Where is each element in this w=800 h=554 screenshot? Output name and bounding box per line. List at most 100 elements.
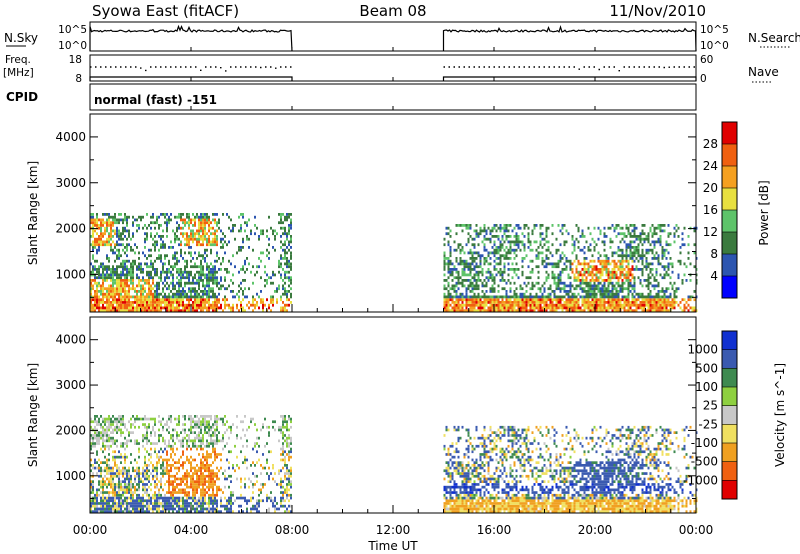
vel-cells-cell-12 bbox=[90, 469, 92, 473]
power-cells-cell-2271 bbox=[501, 235, 504, 238]
power-cells-cell-1898 bbox=[459, 224, 462, 227]
power-cells-cell-65 bbox=[94, 243, 96, 247]
power-cells-cell-2272 bbox=[501, 226, 504, 230]
vel-cells-cell-619 bbox=[146, 466, 148, 470]
power-cells-cell-196 bbox=[106, 279, 108, 282]
vel-cells-cell-218 bbox=[108, 464, 110, 467]
power-cells-cell-2904 bbox=[585, 240, 588, 244]
power-cells-cell-1175 bbox=[200, 301, 202, 304]
power-cells-cell-2993 bbox=[595, 270, 598, 274]
power-cells-cell-605 bbox=[142, 270, 144, 274]
power-cells-cell-1866 bbox=[455, 232, 458, 236]
vel-cells-cell-190 bbox=[106, 469, 108, 473]
vel-cells-cell-460 bbox=[130, 510, 132, 513]
power-cells-cell-2310 bbox=[507, 309, 510, 313]
power-cells-cell-622 bbox=[144, 246, 146, 249]
power-cells-cell-3564 bbox=[657, 301, 660, 304]
power-cells-cell-1907 bbox=[461, 281, 464, 285]
power-cells-cell-3432 bbox=[641, 259, 644, 263]
vel-cells-cell-437 bbox=[126, 444, 128, 448]
power-cells-cell-986 bbox=[182, 287, 184, 291]
power-cells-cell-3304 bbox=[627, 259, 630, 263]
vel-cells-cell-1118 bbox=[196, 425, 198, 429]
power-cells-cell-357 bbox=[118, 251, 120, 255]
power-cells-cell-909 bbox=[174, 215, 176, 219]
power-cells-cell-77 bbox=[96, 292, 98, 296]
power-cells-cell-2742 bbox=[565, 265, 568, 269]
power-cells-cell-3643 bbox=[665, 240, 668, 244]
power-cells-cell-1745 bbox=[290, 251, 292, 255]
power-cells-cell-175 bbox=[104, 279, 106, 282]
power-cells-cell-2952 bbox=[591, 279, 594, 282]
power-cells-cell-1997 bbox=[471, 281, 474, 285]
power-cells-cell-3574 bbox=[657, 254, 660, 258]
power-cells-cell-598 bbox=[142, 295, 144, 299]
power-cells-cell-3542 bbox=[653, 229, 656, 233]
vel-cells-cell-520 bbox=[136, 488, 138, 492]
vel-cells-cell-1078 bbox=[194, 499, 196, 503]
power-cells-cell-3 bbox=[90, 301, 92, 304]
power-cells-cell-2040 bbox=[475, 262, 478, 266]
vel-cells-cell-27 bbox=[92, 499, 94, 503]
power-cells-cell-3671 bbox=[671, 306, 674, 310]
power-cells-cell-694 bbox=[152, 292, 154, 296]
power-cells-cell-2995 bbox=[595, 265, 598, 269]
power-cells-cell-88 bbox=[96, 243, 98, 247]
power-cells-cell-2480 bbox=[529, 295, 532, 299]
power-cells-cell-2579 bbox=[543, 287, 546, 291]
vel-cells-cell-861 bbox=[172, 499, 174, 503]
power-cells-cell-1740 bbox=[290, 268, 292, 271]
power-cells-cell-1595 bbox=[268, 306, 270, 310]
power-cells-cell-2980 bbox=[593, 226, 596, 230]
power-cells-cell-2501 bbox=[531, 248, 534, 252]
power-cells-cell-2730 bbox=[563, 243, 566, 247]
power-cells-cell-379 bbox=[120, 276, 122, 280]
power-cells-cell-2967 bbox=[593, 292, 596, 296]
power-cells-cell-1573 bbox=[262, 309, 264, 313]
power-cells-cell-1277 bbox=[208, 306, 210, 310]
power-cells-cell-2268 bbox=[501, 246, 504, 249]
vel-cells-cell-1036 bbox=[190, 480, 192, 483]
power-cells-cell-2627 bbox=[549, 262, 552, 266]
power-cells-cell-2021 bbox=[473, 259, 476, 263]
power-cells-cell-1039 bbox=[188, 306, 190, 310]
power-cells-cell-2819 bbox=[575, 257, 578, 260]
vel-cells-cell-502 bbox=[134, 485, 136, 489]
power-cells-cell-1800 bbox=[447, 265, 450, 269]
power-cells-cell-2875 bbox=[583, 290, 586, 293]
power-cells-cell-1098 bbox=[192, 232, 194, 236]
power-cells-cell-2631 bbox=[551, 303, 554, 307]
power-cells-cell-2442 bbox=[523, 281, 526, 285]
power-cells-cell-319 bbox=[116, 290, 118, 293]
power-cells-cell-1384 bbox=[216, 235, 218, 238]
power-cells-cell-376 bbox=[120, 284, 122, 288]
power-cells-cell-1294 bbox=[208, 240, 210, 244]
power-cells-cell-1701 bbox=[286, 270, 288, 274]
power-cells-cell-1942 bbox=[465, 273, 468, 277]
power-cells-cell-446 bbox=[126, 298, 128, 302]
vel-cells-cell-735 bbox=[158, 434, 160, 437]
power-cells-cell-1570 bbox=[260, 251, 262, 255]
power-cells-cell-1326 bbox=[212, 292, 214, 296]
power-cells-cell-562 bbox=[138, 295, 140, 299]
vel-cells-cell-235 bbox=[110, 499, 112, 503]
vel-cells-cell-1049 bbox=[190, 423, 192, 426]
power-cells-cell-169 bbox=[104, 309, 106, 313]
power-cells-cell-1014 bbox=[184, 224, 186, 227]
power-cells-cell-624 bbox=[144, 237, 146, 241]
power-cells-cell-159 bbox=[102, 265, 104, 269]
power-cells-cell-644 bbox=[146, 226, 148, 230]
power-cells-cell-837 bbox=[166, 221, 168, 225]
power-cells-cell-1230 bbox=[204, 298, 206, 302]
power-cells-cell-1765 bbox=[443, 273, 446, 277]
power-cells-cell-3403 bbox=[637, 243, 640, 247]
power-cells-cell-3591 bbox=[659, 235, 662, 238]
power-cells-cell-230 bbox=[108, 240, 110, 244]
power-cells-cell-2747 bbox=[567, 309, 570, 313]
vel-cells-cell-1069 bbox=[192, 442, 194, 445]
vel-cells-cell-233 bbox=[110, 507, 112, 511]
vel-cells-cell-263 bbox=[112, 485, 114, 489]
power-cells-cell-2091 bbox=[481, 270, 484, 274]
power-cells-cell-2868 bbox=[581, 229, 584, 233]
power-cells-cell-2587 bbox=[545, 303, 548, 307]
